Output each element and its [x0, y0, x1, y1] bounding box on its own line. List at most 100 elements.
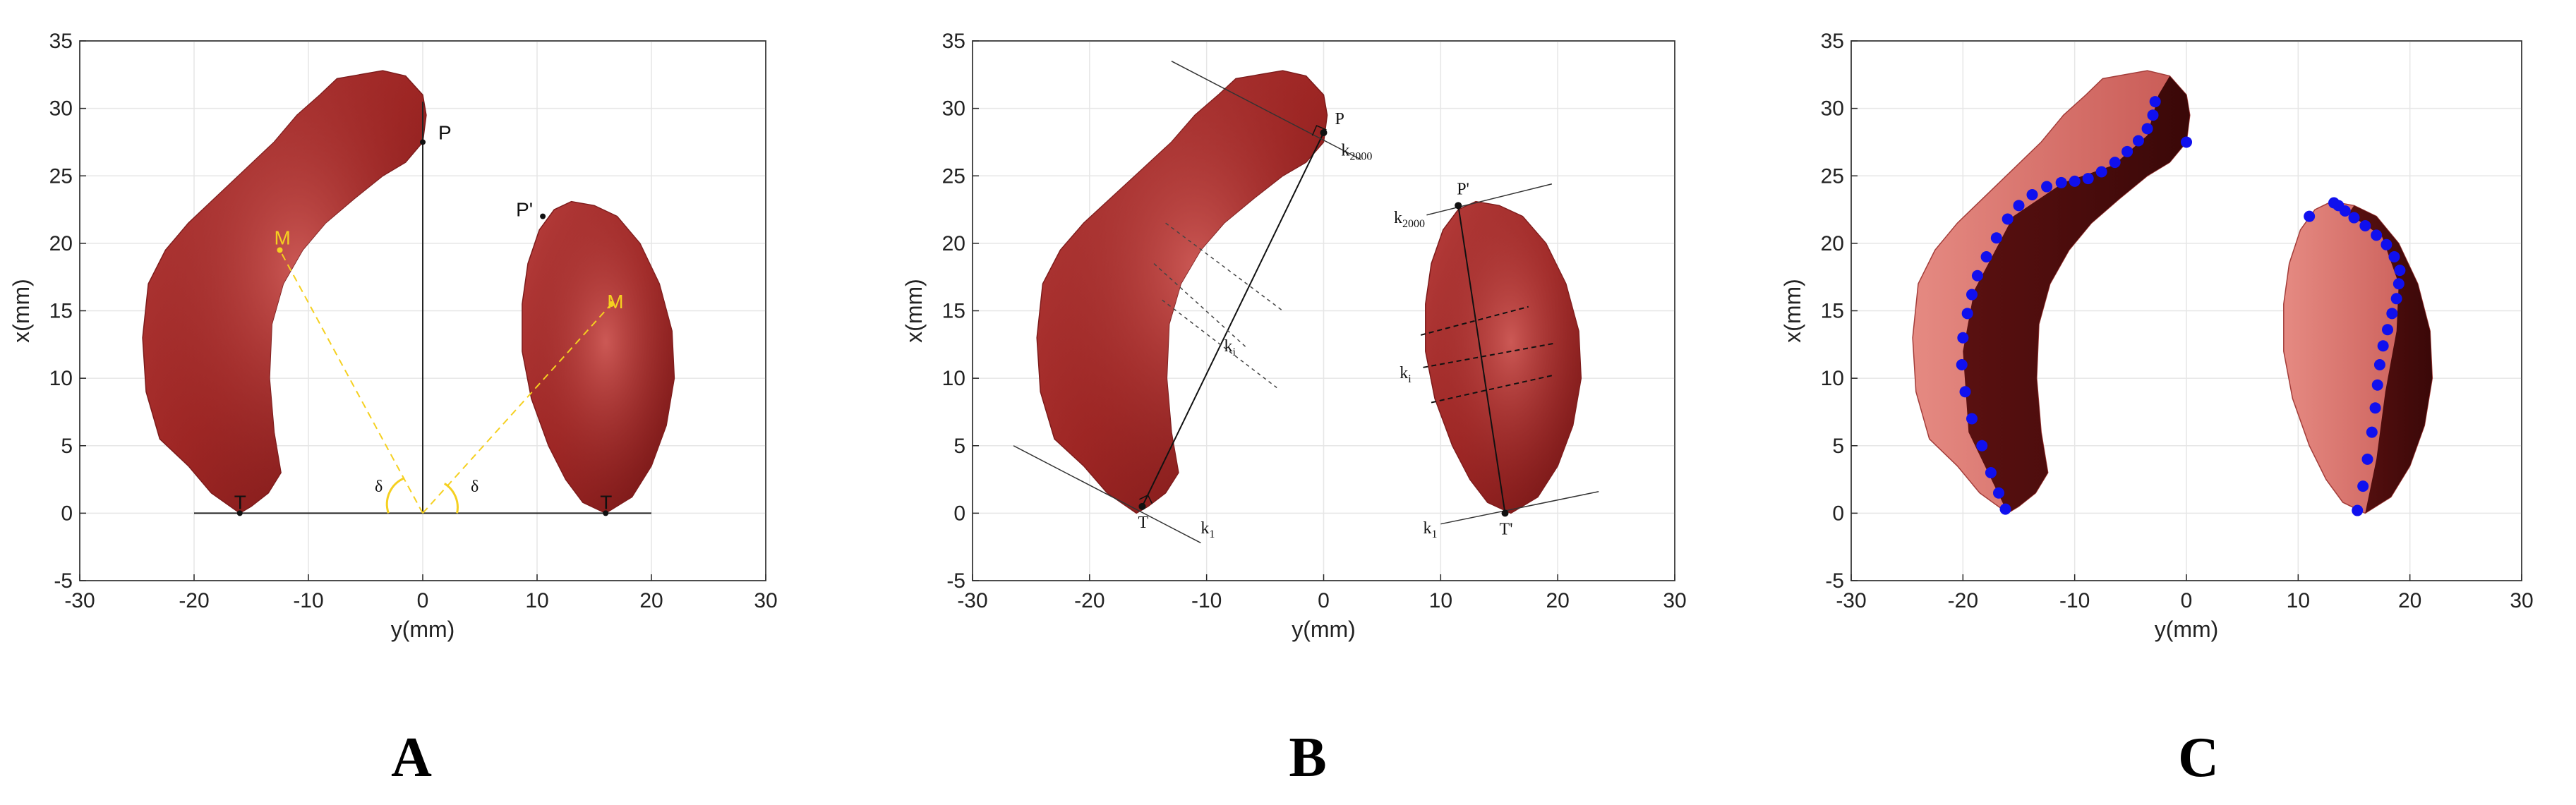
b-tangent-k2000-left — [1171, 61, 1361, 160]
c-series-0-point-2 — [1985, 467, 1997, 478]
b-tangent-k1-left — [1013, 445, 1201, 544]
b-ytick-label-1: 0 — [953, 502, 965, 525]
b-ylabel: x(mm) — [901, 279, 927, 343]
c-series-1-point-9 — [2386, 308, 2398, 320]
c-ytick-label-6: 25 — [1821, 164, 1844, 188]
a-point-m-left-dot — [277, 247, 283, 253]
c-series-0-point-21 — [2109, 157, 2121, 169]
c-series-0-point-16 — [2041, 181, 2053, 193]
c-series-0-point-22 — [2121, 145, 2133, 157]
b-tangent-k2000-right — [1426, 183, 1553, 216]
b-point-t-prime-dot — [1501, 509, 1509, 517]
b-ytick-label-5: 20 — [942, 232, 965, 255]
a-point-t-right-dot — [603, 510, 609, 516]
c-series-1-point-3 — [2366, 426, 2378, 438]
c-left-kidney-cut — [1963, 75, 2190, 514]
c-series-1-point-10 — [2390, 293, 2402, 305]
b-point-p-prime-label: P' — [1457, 180, 1469, 198]
c-series-1-point-0 — [2352, 504, 2364, 516]
c-series-0-point-20 — [2095, 166, 2107, 178]
b-axis-right — [1457, 205, 1506, 514]
panel-a: -30 -20 -10 0 10 20 30 -5 0 5 10 15 20 25 30 35 y(mm) x(m… — [8, 30, 778, 642]
c-xlabel: y(mm) — [2155, 617, 2219, 642]
b-slice-left-0 — [1165, 222, 1283, 312]
b-xtick-label-1: -20 — [1074, 589, 1105, 612]
c-series-0-point-9 — [1966, 289, 1978, 301]
c-series-1-point-7 — [2377, 340, 2389, 352]
c-series-0-point-26 — [2149, 96, 2161, 108]
b-xtick-label-4: 10 — [1429, 589, 1452, 612]
a-point-t-left-dot — [236, 510, 243, 516]
a-xtick-label-1: -20 — [179, 589, 209, 612]
a-xtick-label-2: -10 — [293, 589, 323, 612]
c-series-0-point-25 — [2147, 109, 2159, 121]
b-xtick-label-5: 20 — [1546, 589, 1569, 612]
c-series-1-point-5 — [2371, 379, 2383, 391]
b-left-kidney-shine — [1037, 71, 1328, 514]
a-angle-line-right — [422, 303, 613, 514]
b-xtick-label-3: 0 — [1318, 589, 1330, 612]
b-ytick-label-4: 15 — [942, 300, 965, 323]
c-series-0-point-12 — [1990, 232, 2002, 244]
a-ytick-label-1: 0 — [61, 502, 73, 525]
b-right-kidney-shine — [1425, 201, 1582, 514]
c-series-0-point-18 — [2069, 175, 2081, 187]
b-slice-right-1 — [1423, 342, 1556, 368]
a-xtick-label-5: 20 — [639, 589, 663, 612]
b-ytick-label-6: 25 — [942, 164, 965, 188]
a-xtick-label-0: -30 — [64, 589, 95, 612]
a-xtick-label-6: 30 — [754, 589, 777, 612]
b-ytick-label-7: 30 — [942, 97, 965, 121]
c-series-1-point-13 — [2388, 251, 2400, 262]
b-k-label-4: ki — [1400, 364, 1412, 385]
c-xtick-label-3: 0 — [2181, 589, 2193, 612]
a-angle-label-right: δ — [471, 478, 479, 496]
b-xtick-label-6: 30 — [1663, 589, 1686, 612]
c-series-0-point-15 — [2026, 189, 2038, 201]
c-series-0-point-24 — [2141, 123, 2153, 135]
c-series-0-point-3 — [1976, 440, 1988, 452]
a-ytick-label-0: -5 — [54, 569, 73, 593]
c-right-kidney-cut — [2348, 205, 2433, 514]
c-series-1-point-12 — [2394, 265, 2406, 277]
panel-letter-b: B — [1289, 727, 1326, 789]
b-slice-right-0 — [1420, 305, 1529, 336]
c-series-0-point-19 — [2082, 173, 2094, 185]
c-ytick-label-8: 35 — [1821, 30, 1844, 53]
c-series-0-point-0 — [1999, 503, 2011, 515]
c-xtick-label-4: 10 — [2287, 589, 2310, 612]
b-k-label-1: ki — [1224, 337, 1236, 358]
c-xtick-label-6: 30 — [2510, 589, 2533, 612]
c-series-1-point-17 — [2348, 212, 2360, 224]
b-k-label-0: k2000 — [1341, 142, 1372, 163]
c-series-0-point-17 — [2055, 176, 2067, 188]
a-point-m-left-label: M — [275, 226, 291, 248]
c-xtick-label-2: -10 — [2059, 589, 2090, 612]
a-ytick-label-6: 25 — [49, 164, 73, 188]
c-ytick-label-0: -5 — [1825, 569, 1844, 593]
a-point-p-prime-label: P' — [516, 199, 533, 221]
c-series-0-point-4 — [1966, 413, 1978, 425]
c-ytick-label-7: 30 — [1821, 97, 1844, 121]
c-series-0-point-11 — [1980, 251, 1992, 262]
b-k-label-3: k2000 — [1394, 209, 1425, 230]
a-xlabel: y(mm) — [391, 617, 455, 642]
a-ytick-label-4: 15 — [49, 300, 73, 323]
c-xtick-label-1: -20 — [1948, 589, 1978, 612]
a-xtick-label-3: 0 — [417, 589, 429, 612]
panel-letter-c: C — [2178, 727, 2219, 789]
b-tangent-k1-right — [1440, 491, 1599, 525]
c-series-1-point-16 — [2359, 220, 2371, 232]
c-series-0-point-8 — [1961, 308, 1973, 320]
a-ylabel: x(mm) — [8, 279, 34, 343]
a-ytick-label-3: 10 — [49, 367, 73, 390]
a-point-p-label: P — [438, 121, 452, 143]
b-xlabel: y(mm) — [1292, 617, 1356, 642]
panel-letter-a: A — [391, 727, 432, 789]
a-ytick-label-2: 5 — [61, 435, 73, 458]
a-point-t-left-label: T — [234, 491, 246, 513]
c-ytick-label-1: 0 — [1832, 502, 1844, 525]
c-series-0-point-7 — [1957, 332, 1969, 344]
b-slice-right-2 — [1431, 375, 1553, 404]
